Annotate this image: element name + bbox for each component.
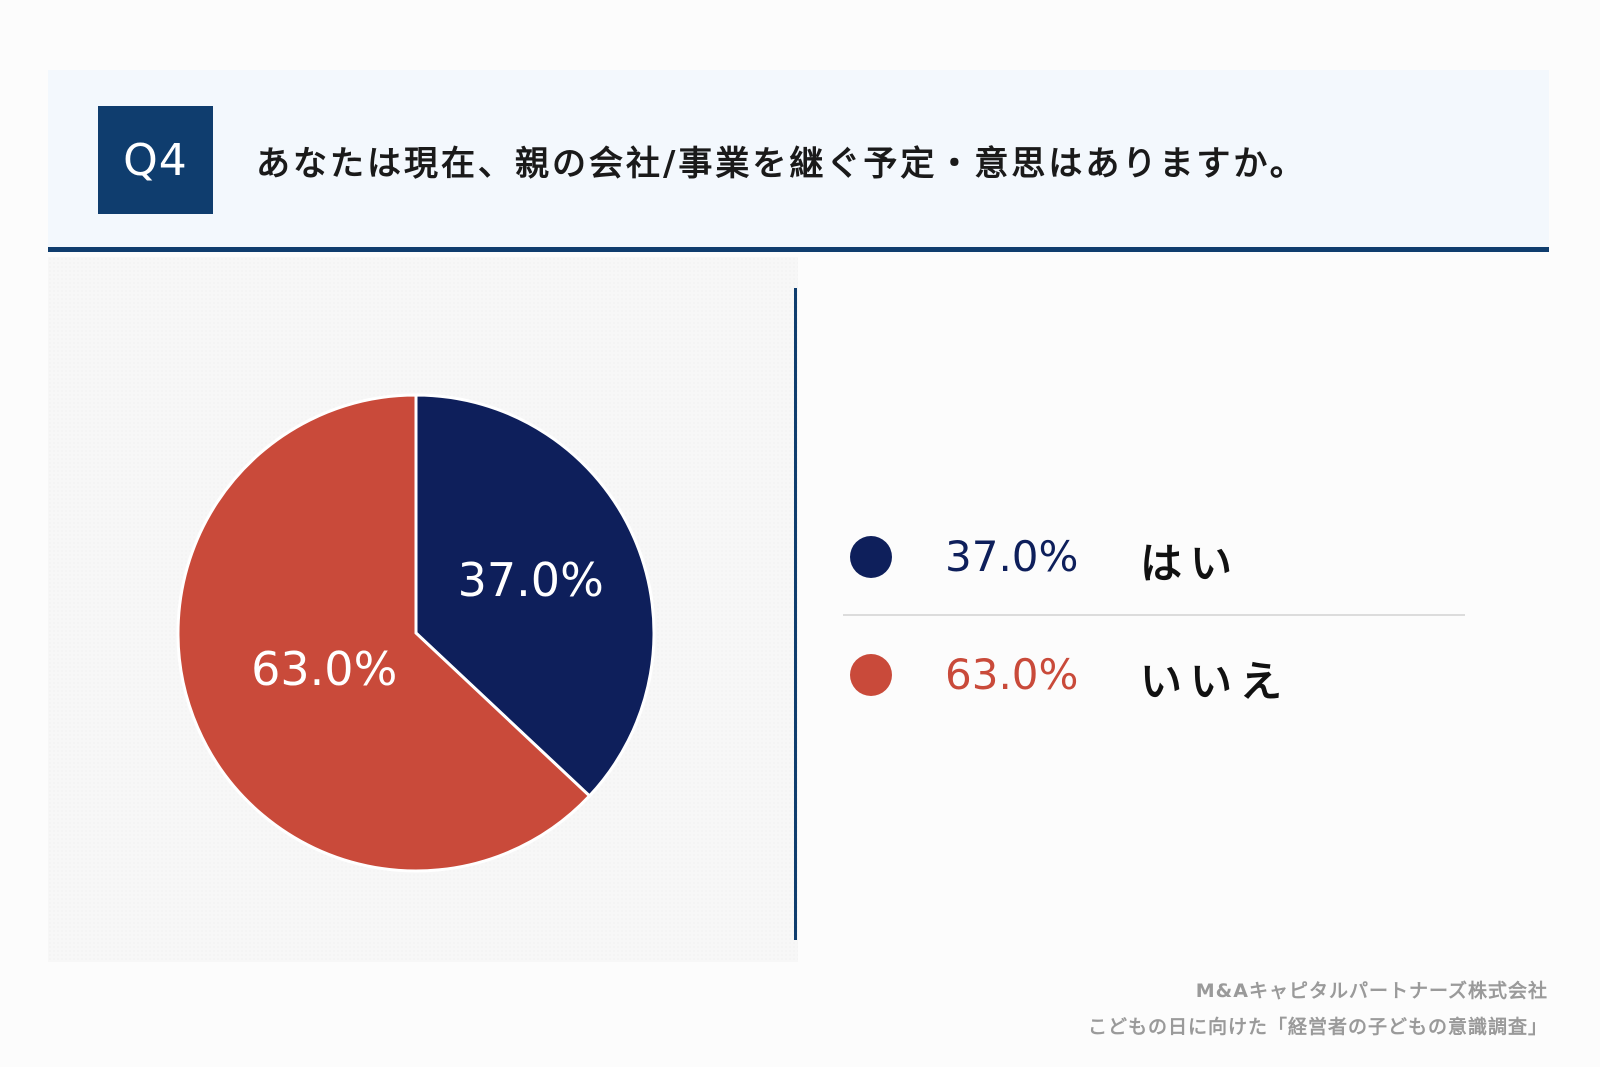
legend-value-no: 63.0% xyxy=(945,650,1079,699)
legend-label-yes: はい xyxy=(1140,539,1241,588)
question-text: あなたは現在、親の会社/事業を継ぐ予定・意思はありますか。 xyxy=(256,144,1307,184)
pie-slice-no xyxy=(176,393,592,873)
question-header: Q4 あなたは現在、親の会社/事業を継ぐ予定・意思はありますか。 xyxy=(48,70,1549,252)
pie-label-no: 63.0% xyxy=(251,642,397,696)
legend-dot-no xyxy=(850,654,892,696)
legend-item-no: 63.0% いいえ xyxy=(850,646,1470,706)
legend-item-yes: 37.0% はい xyxy=(850,528,1470,588)
pie-label-yes: 37.0% xyxy=(458,553,604,607)
legend-value-yes: 37.0% xyxy=(945,532,1079,581)
legend-dot-yes xyxy=(850,536,892,578)
footer-survey-title: こどもの日に向けた「経営者の子どもの意識調査」 xyxy=(1087,1016,1548,1038)
pie-slice-yes xyxy=(414,393,656,799)
question-number-badge: Q4 xyxy=(98,106,213,214)
legend-label-no: いいえ xyxy=(1140,657,1291,706)
vertical-divider xyxy=(794,288,797,940)
chart-panel: 37.0% 63.0% xyxy=(48,257,798,962)
legend-separator xyxy=(843,614,1465,616)
footer-company: M&Aキャピタルパートナーズ株式会社 xyxy=(1195,980,1548,1002)
pie-chart: 37.0% 63.0% xyxy=(176,393,656,873)
